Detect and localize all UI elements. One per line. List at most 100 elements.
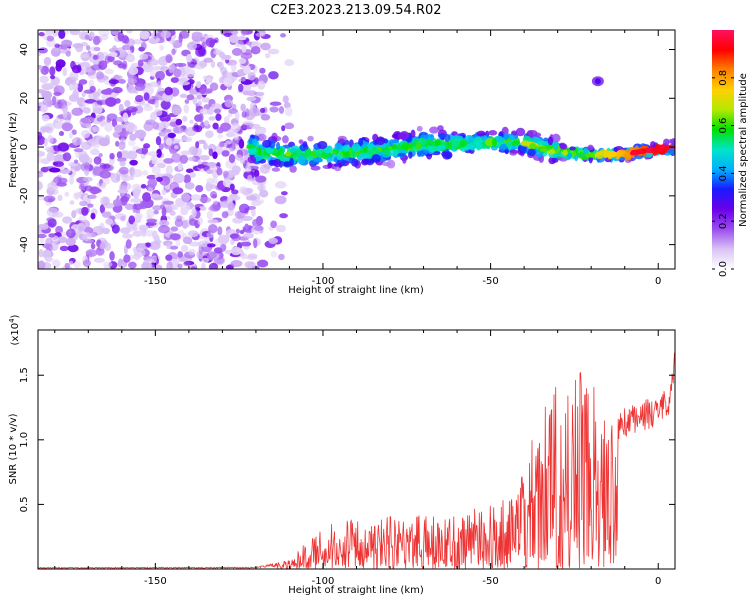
spectrogram-cell [95,71,104,80]
spectrogram-cell [336,152,343,161]
spectrogram-cell [134,94,144,103]
spectrogram-cell [206,251,217,260]
spectrogram-cell [112,86,123,94]
spectrogram-cell [69,200,75,205]
spectrogram-cell [85,45,91,51]
spectrogram-cell [128,66,139,76]
spectrogram-cell [231,165,241,174]
spectrogram-cell [431,145,439,152]
spectrogram-cell [155,135,162,146]
spectrogram-cell [39,75,49,84]
spectrogram-cell [239,241,252,247]
spectrogram-cell [256,259,269,268]
spectrogram-cell [195,141,200,149]
spectrogram-cell [257,133,267,142]
spectrogram-cell [206,77,213,84]
spectrogram-cell [206,169,214,175]
spectrogram-cell [118,141,126,151]
spectrogram-cell [501,126,509,136]
spectrogram-cell [281,191,288,196]
spectrogram-cell [80,53,89,59]
spectrogram-cell [96,117,103,122]
spectrogram-cell [71,129,77,135]
spectrogram-cell [132,190,140,199]
spectrogram-ytick-label: 0 [19,144,30,150]
spectrogram-cell [244,261,255,269]
spectrogram-cell [84,167,90,176]
spectrogram-cell [137,59,144,67]
spectrogram-cell [270,220,278,229]
spectrogram-cell [196,81,202,89]
spectrogram-cell [270,250,278,258]
spectrogram-cell [67,244,79,253]
spectrogram-cell [657,147,664,152]
spectrogram-cell [184,99,190,104]
spectrogram-cell [53,154,65,164]
spectrogram-cell [251,208,256,217]
spectrogram-cell [464,134,474,143]
spectrogram-cell [146,174,158,180]
spectrogram-cell [151,165,161,175]
spectrogram-cell [93,257,105,263]
spectrogram-cell [491,138,498,148]
spectrogram-cell [205,130,214,139]
spectrogram-cell [71,65,82,74]
spectrogram-cell [247,174,253,183]
spectrogram-cell [169,39,176,45]
spectrogram-cell [105,218,114,226]
spectrogram-cell [89,85,96,93]
spectrogram-cell [188,241,201,247]
spectrogram-cell [145,266,151,269]
spectrogram-cell [178,80,191,86]
spectrogram-cell [112,45,117,52]
spectrogram-cell [41,83,54,91]
spectrogram-cell [156,162,166,168]
spectrogram-cell [238,203,250,214]
spectrogram-cell [408,151,413,159]
spectrogram-cell [44,256,53,262]
spectrogram-cell [151,159,156,165]
spectrogram-cell [115,140,120,147]
spectrogram-cell [276,151,282,156]
spectrogram-cell [104,242,112,251]
spectrogram-cell [295,149,303,155]
spectrogram-cell [120,196,130,203]
spectrogram-cell [173,68,183,78]
spectrogram-cell [197,139,206,144]
spectrogram-cell [663,138,670,146]
spectrogram-cell [133,247,146,258]
spectrogram-cell [58,30,66,39]
spectrogram-cell [218,76,225,84]
spectrogram-cell [83,162,91,170]
spectrogram-cell [81,129,91,139]
spectrogram-cell [213,37,219,44]
colorbar-tick-label: 0.8 [718,70,729,86]
snr-xtick-label: -100 [312,576,335,587]
spectrogram-cell [124,203,135,210]
spectrogram-cell [280,33,286,38]
spectrogram-cell [257,199,265,204]
spectrogram-cell [41,126,52,133]
spectrogram-cell [210,184,217,189]
spectrogram-cell [317,140,328,150]
spectrogram-cell [180,206,189,216]
spectrogram-cell [196,94,202,100]
spectrogram-cell [211,176,218,186]
spectrogram-cell [441,151,448,157]
spectrogram-cell [191,207,197,218]
spectrogram-ticks: -150 -100 -50 0 -40 -20 0 20 40 [19,30,675,287]
spectrogram-cell [255,215,264,226]
spectrogram-cell [375,136,386,146]
spectrogram-cell [208,116,216,121]
spectrogram-cell [397,132,408,140]
spectrogram-cell [186,53,193,63]
spectrogram-cell [278,253,285,261]
spectrogram-cell [38,131,43,141]
spectrogram-cell [232,217,244,224]
spectrogram-cell [198,206,207,211]
spectrogram-cell [171,105,182,116]
spectrogram-cell [255,32,266,37]
spectrogram-cell [131,169,143,178]
spectrogram-cell [118,166,129,175]
spectrogram-cell [608,151,618,157]
